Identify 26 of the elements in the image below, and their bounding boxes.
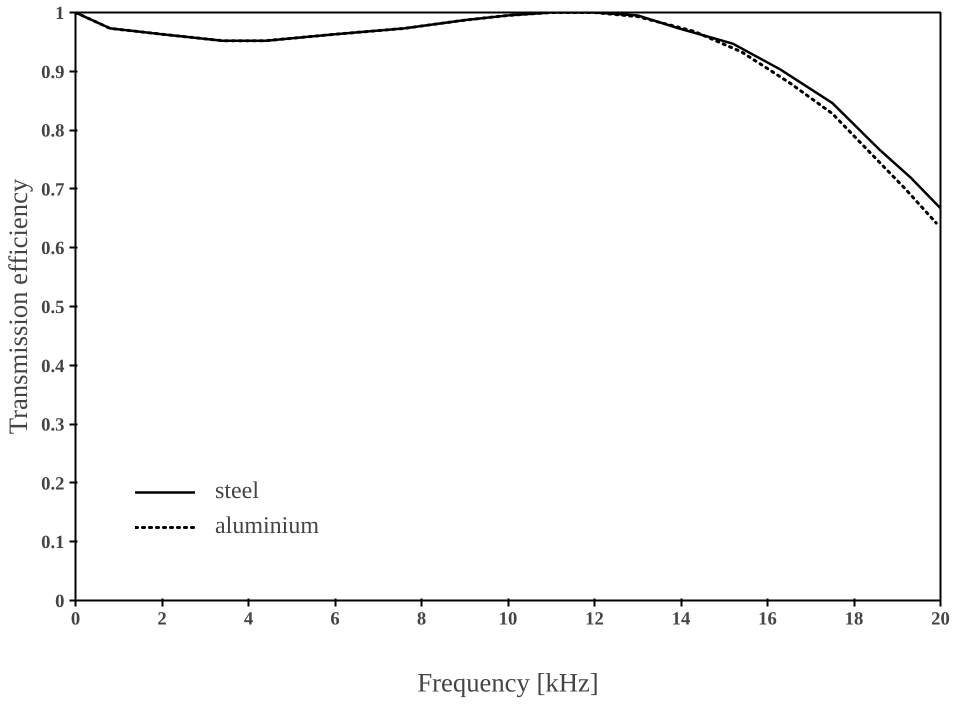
x-tick-label: 14 [672, 608, 690, 630]
y-tick-label: 0.1 [41, 532, 65, 554]
y-tick-label: 0.6 [41, 238, 65, 260]
y-tick-label: 0.7 [41, 179, 65, 200]
x-tick-label: 20 [931, 608, 950, 630]
x-tick-label: 2 [157, 608, 167, 630]
x-tick-label: 4 [244, 608, 254, 630]
x-tick-label: 16 [758, 608, 777, 630]
legend-label: aluminium [215, 513, 319, 540]
y-tick-label: 0 [55, 591, 64, 612]
x-tick-label: 8 [416, 608, 426, 630]
x-tick-label: 18 [844, 608, 864, 630]
x-tick-label: 10 [498, 608, 518, 630]
y-tick-label: 1 [55, 3, 64, 24]
y-axis-title: Transmission efficiency [3, 178, 34, 434]
x-axis-title: Frequency [kHz] [417, 668, 599, 698]
y-tick-label: 0.2 [41, 473, 65, 494]
y-tick-label: 0.5 [41, 297, 65, 318]
legend-label: steel [215, 478, 259, 505]
x-tick-label: 12 [585, 608, 604, 630]
y-tick-label: 0.8 [41, 120, 65, 142]
y-tick-label: 0.3 [41, 414, 65, 436]
y-tick-label: 0.9 [41, 62, 65, 83]
x-tick-label: 0 [70, 608, 80, 630]
y-tick-label: 0.4 [41, 356, 65, 377]
x-tick-label: 6 [330, 608, 340, 630]
